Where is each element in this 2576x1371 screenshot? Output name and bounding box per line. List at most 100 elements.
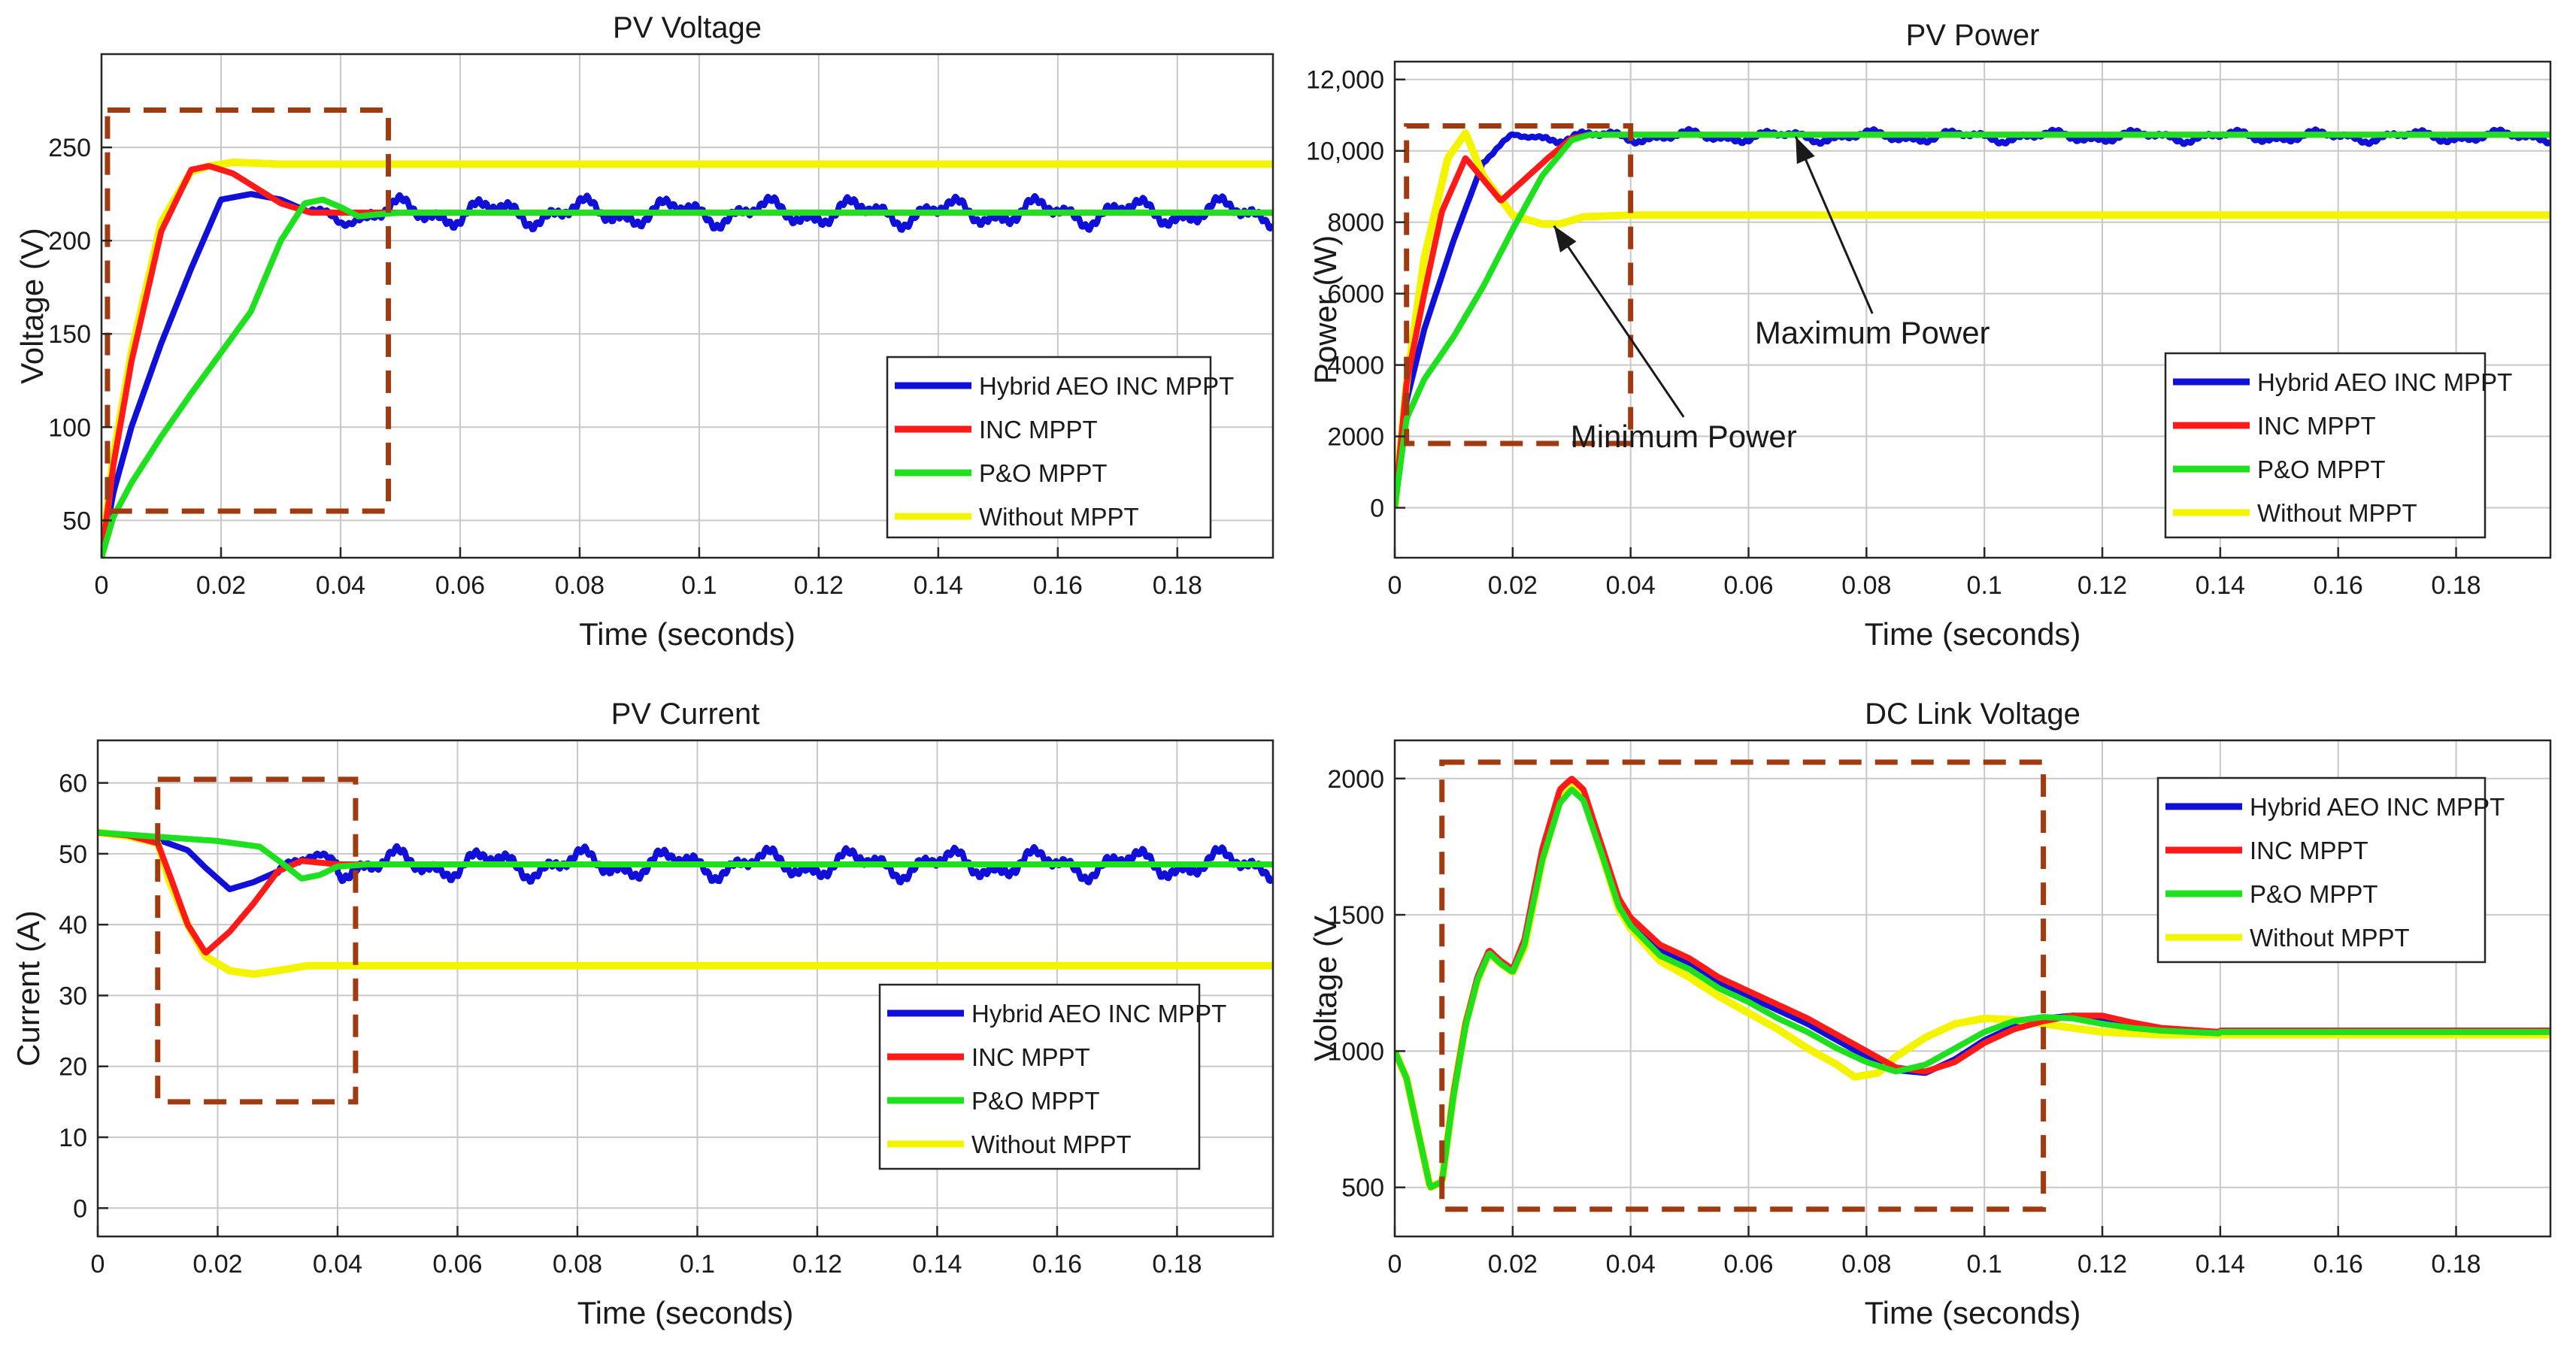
x-axis-label: Time (seconds) (577, 1295, 794, 1330)
chart-title: PV Power (1906, 19, 2040, 52)
legend-label-inc: INC MPPT (2257, 412, 2376, 440)
y-tick-label: 150 (48, 320, 91, 349)
legend-label-without: Without MPPT (2250, 924, 2410, 952)
annotation-label: Maximum Power (1755, 315, 1990, 350)
chart-pv-voltage: 0 0.02 0.04 0.06 0.08 0.1 0.12 0.14 0.16 0.18 50 10… (14, 11, 1274, 652)
y-tick-label: 0 (73, 1194, 87, 1223)
x-tick-label: 0.16 (1032, 1250, 1082, 1279)
legend: Hybrid AEO INC MPPT INC MPPT P&O MPPT Witho… (2156, 776, 2505, 964)
legend-label-without: Without MPPT (971, 1130, 1132, 1158)
y-tick-label: 250 (48, 134, 91, 162)
series-group (102, 158, 1273, 558)
legend: Hybrid AEO INC MPPT INC MPPT P&O MPPT Witho… (878, 983, 1226, 1170)
y-tick-label: 2000 (1327, 423, 1384, 452)
legend-label-hybrid: Hybrid AEO INC MPPT (971, 1000, 1226, 1027)
chart-title: PV Voltage (613, 11, 762, 44)
x-tick-label: 0.18 (2431, 1250, 2481, 1279)
x-tick-label: 0.12 (2077, 1250, 2127, 1279)
x-tick-label: 0.02 (192, 1250, 242, 1279)
y-axis-label: Power (W) (1308, 235, 1343, 384)
x-axis-label: Time (seconds) (1865, 616, 2081, 652)
series-line-without (98, 828, 1273, 978)
y-tick-label: 50 (59, 840, 87, 869)
y-tick-label: 1000 (1327, 1037, 1384, 1066)
legend-label-po: P&O MPPT (979, 459, 1108, 487)
x-tick-label: 0.06 (432, 1250, 482, 1279)
y-tick-label: 12,000 (1306, 66, 1384, 95)
y-tick-label: 6000 (1327, 280, 1384, 309)
x-tick-label: 0 (1388, 1250, 1402, 1279)
legend-label-hybrid: Hybrid AEO INC MPPT (2257, 368, 2512, 396)
x-tick-label: 0.06 (435, 571, 485, 600)
x-tick-label: 0.06 (1723, 571, 1773, 600)
x-tick-label: 0.16 (2314, 1250, 2363, 1279)
x-tick-label: 0.16 (2314, 571, 2363, 600)
x-tick-label: 0.1 (681, 571, 717, 600)
x-tick-label: 0 (95, 571, 109, 600)
legend-label-without: Without MPPT (979, 503, 1139, 531)
x-tick-label: 0.14 (2196, 571, 2245, 600)
x-tick-label: 0.14 (914, 571, 963, 600)
axes-frame (96, 739, 1274, 1238)
x-tick-label: 0.1 (1967, 1250, 2002, 1279)
y-axis-label: Voltage (V (1308, 916, 1343, 1061)
y-axis-label: Current (A) (11, 910, 46, 1067)
annotation-arrow-line (1553, 225, 1685, 418)
axes-frame (1393, 739, 2552, 1238)
legend-label-without: Without MPPT (2257, 499, 2417, 527)
y-tick-label: 40 (59, 911, 87, 940)
x-tick-label: 0.12 (794, 571, 844, 600)
series-line-po (98, 829, 1273, 882)
x-tick-label: 0.18 (1152, 1250, 1202, 1279)
x-tick-label: 0.1 (680, 1250, 715, 1279)
x-tick-label: 0.08 (1841, 571, 1891, 600)
legend-label-po: P&O MPPT (2250, 880, 2378, 908)
legend-label-inc: INC MPPT (971, 1043, 1090, 1071)
y-tick-label: 8000 (1327, 209, 1384, 238)
legend-label-inc: INC MPPT (2250, 837, 2368, 864)
legend-label-hybrid: Hybrid AEO INC MPPT (979, 372, 1234, 400)
y-tick-label: 1500 (1327, 901, 1384, 930)
annotation-arrow-line (1794, 136, 1874, 314)
chart-pv-power: 0 0.02 0.04 0.06 0.08 0.1 0.12 0.14 0.16 0.18 0 200… (1306, 19, 2552, 652)
annotation-arrow-head (1553, 225, 1577, 253)
y-tick-label: 20 (59, 1053, 87, 1082)
series-group (98, 828, 1273, 978)
x-tick-label: 0.08 (555, 571, 605, 600)
zoom-box (105, 107, 392, 514)
x-tick-label: 0.12 (2077, 571, 2127, 600)
x-tick-label: 0.02 (196, 571, 246, 600)
x-tick-label: 0 (91, 1250, 105, 1279)
x-tick-label: 0.02 (1488, 1250, 1538, 1279)
x-tick-label: 0.18 (2431, 571, 2481, 600)
x-tick-label: 0.08 (1841, 1250, 1891, 1279)
x-tick-label: 0.06 (1723, 1250, 1773, 1279)
x-tick-label: 0.12 (792, 1250, 842, 1279)
chart-dc-link-voltage: 0 0.02 0.04 0.06 0.08 0.1 0.12 0.14 0.16 0.18 500 1… (1308, 698, 2552, 1330)
x-tick-label: 0 (1388, 571, 1402, 600)
y-tick-label: 30 (59, 982, 87, 1010)
x-tick-label: 0.14 (2196, 1250, 2245, 1279)
x-tick-label: 0.04 (313, 1250, 362, 1279)
y-tick-label: 4000 (1327, 352, 1384, 380)
y-tick-label: 100 (48, 413, 91, 442)
chart-pv-current: 0 0.02 0.04 0.06 0.08 0.1 0.12 0.14 0.16 0.18 0 10 2… (11, 698, 1274, 1330)
axes-frame (100, 53, 1274, 559)
axes-frame (1393, 60, 2552, 559)
y-tick-label: 0 (1370, 495, 1384, 523)
series-line-po (1395, 132, 2550, 509)
x-tick-label: 0.18 (1153, 571, 1202, 600)
x-tick-label: 0.04 (316, 571, 365, 600)
x-tick-label: 0.16 (1033, 571, 1083, 600)
chart-title: PV Current (611, 698, 760, 731)
x-axis-label: Time (seconds) (579, 616, 796, 652)
legend-label-inc: INC MPPT (979, 416, 1098, 443)
series-line-without (102, 158, 1273, 558)
x-tick-label: 0.02 (1488, 571, 1538, 600)
series-line-without (1395, 129, 2550, 508)
x-tick-label: 0.1 (1967, 571, 2002, 600)
x-tick-label: 0.08 (553, 1250, 602, 1279)
series-group (1395, 776, 2550, 1191)
